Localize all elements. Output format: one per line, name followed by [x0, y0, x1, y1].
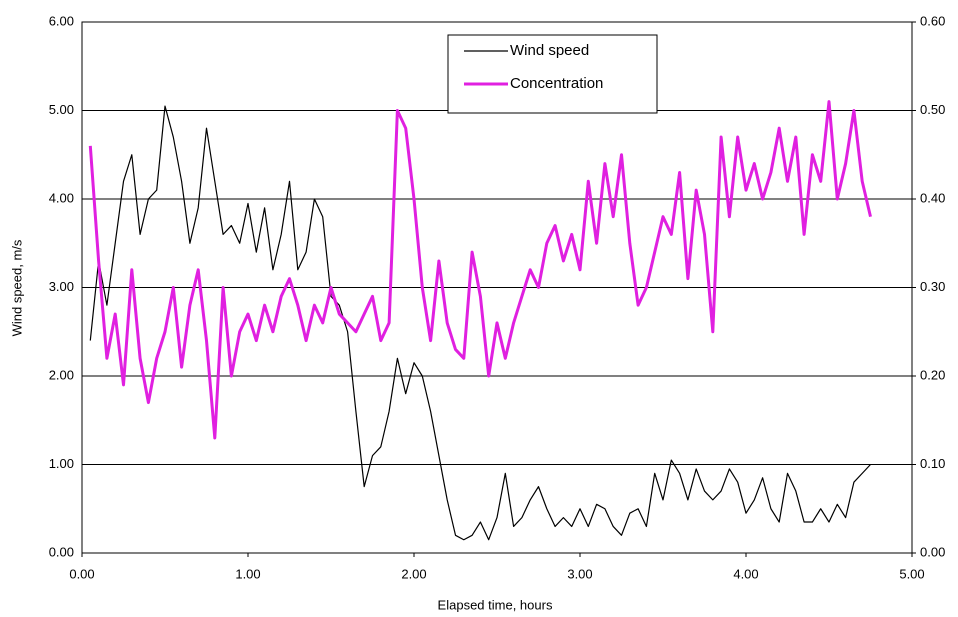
legend-box	[447, 34, 658, 114]
y-tick-label: 1.00	[49, 456, 74, 471]
y2-tick-label: 0.30	[920, 279, 945, 294]
y-tick-label: 4.00	[49, 190, 74, 205]
x-tick-label: 5.00	[899, 566, 924, 581]
x-tick-label: 4.00	[733, 566, 758, 581]
y2-tick-label: 0.50	[920, 102, 945, 117]
y-tick-label: 5.00	[49, 102, 74, 117]
y2-tick-label: 0.00	[920, 544, 945, 559]
y-tick-label: 2.00	[49, 367, 74, 382]
y-tick-label: 0.00	[49, 544, 74, 559]
legend-label: Wind speed	[510, 42, 589, 59]
y2-tick-label: 0.40	[920, 190, 945, 205]
x-tick-label: 2.00	[401, 566, 426, 581]
x-axis-title: Elapsed time, hours	[438, 597, 553, 612]
y2-tick-label: 0.20	[920, 367, 945, 382]
series-line	[88, 100, 872, 440]
x-tick-label: 3.00	[567, 566, 592, 581]
y2-tick-label: 0.10	[920, 456, 945, 471]
x-tick-label: 1.00	[235, 566, 260, 581]
series-line	[89, 105, 871, 541]
y-axis-title: Wind speed, m/s	[9, 239, 24, 336]
y2-tick-label: 0.60	[920, 13, 945, 28]
legend-label: Concentration	[510, 75, 603, 92]
y-tick-label: 3.00	[49, 279, 74, 294]
x-tick-label: 0.00	[69, 566, 94, 581]
y-tick-label: 6.00	[49, 13, 74, 28]
